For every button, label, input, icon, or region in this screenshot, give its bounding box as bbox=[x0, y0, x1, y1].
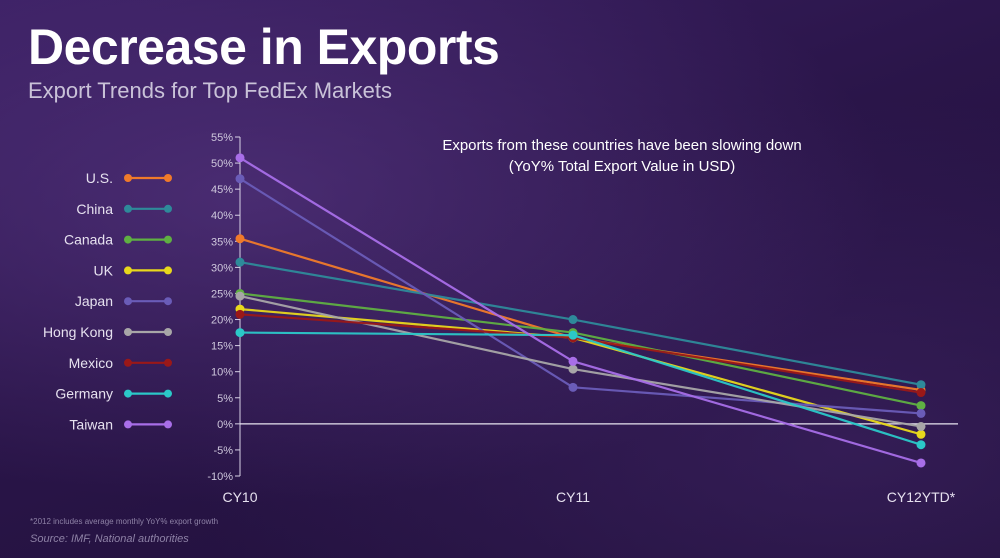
legend-swatch-dot bbox=[124, 235, 132, 244]
data-point bbox=[235, 309, 245, 319]
data-point bbox=[916, 440, 926, 450]
legend-label: UK bbox=[94, 262, 114, 278]
data-point bbox=[235, 328, 245, 338]
y-tick-label: 40% bbox=[211, 210, 233, 222]
y-tick-label: 20% bbox=[211, 315, 233, 327]
data-point bbox=[568, 356, 578, 366]
series-line bbox=[239, 313, 922, 394]
legend-swatch-dot bbox=[124, 389, 132, 398]
data-point bbox=[568, 382, 578, 392]
legend-swatch-dot bbox=[124, 297, 132, 306]
legend-label: Canada bbox=[64, 232, 113, 248]
legend-swatch-dot bbox=[164, 235, 172, 244]
page-subtitle: Export Trends for Top FedEx Markets bbox=[28, 78, 392, 103]
data-point bbox=[235, 234, 245, 244]
legend-swatch-dot bbox=[164, 174, 172, 182]
data-point bbox=[916, 429, 926, 439]
data-point bbox=[568, 330, 578, 340]
legend-swatch-dot bbox=[124, 204, 132, 213]
y-tick-label: 35% bbox=[211, 236, 233, 248]
legend-label: Mexico bbox=[69, 355, 114, 371]
data-point bbox=[916, 408, 926, 418]
legend-swatch-dot bbox=[124, 174, 132, 182]
y-tick-label: -5% bbox=[213, 445, 233, 457]
legend-swatch-dot bbox=[164, 358, 172, 367]
legend-swatch-dot bbox=[164, 297, 172, 306]
legend-swatch-dot bbox=[124, 328, 132, 336]
data-point bbox=[916, 380, 926, 390]
y-tick-label: 50% bbox=[211, 158, 233, 170]
legend-label: Hong Kong bbox=[43, 324, 113, 340]
data-point bbox=[235, 291, 245, 301]
y-tick-label: 30% bbox=[211, 262, 233, 274]
data-point bbox=[916, 401, 926, 411]
legend-swatch-dot bbox=[164, 266, 172, 275]
legend-swatch-dot bbox=[164, 389, 172, 398]
x-category-label: CY11 bbox=[556, 489, 590, 505]
series-line bbox=[239, 156, 922, 465]
data-point bbox=[235, 174, 245, 184]
data-point bbox=[916, 388, 926, 398]
x-category-label: CY10 bbox=[222, 489, 257, 505]
y-tick-label: 10% bbox=[211, 367, 233, 379]
y-tick-label: 0% bbox=[217, 419, 233, 431]
series-line bbox=[239, 237, 922, 392]
legend-label: U.S. bbox=[86, 170, 113, 186]
series-line bbox=[239, 177, 922, 415]
y-tick-label: 15% bbox=[211, 341, 233, 353]
legend-label: Germany bbox=[55, 386, 113, 402]
legend-swatch-dot bbox=[164, 328, 172, 336]
legend-swatch-dot bbox=[124, 266, 132, 275]
data-point bbox=[568, 364, 578, 374]
y-tick-label: 55% bbox=[211, 132, 233, 144]
data-point bbox=[916, 458, 926, 468]
legend-label: Japan bbox=[75, 293, 113, 309]
source-note: Source: IMF, National authorities bbox=[30, 533, 189, 545]
y-tick-label: 5% bbox=[217, 393, 233, 405]
data-point bbox=[916, 421, 926, 431]
legend-label: Taiwan bbox=[69, 416, 113, 432]
chart-annotation: Exports from these countries have been s… bbox=[442, 137, 801, 154]
y-tick-label: 25% bbox=[211, 288, 233, 300]
footnote: *2012 includes average monthly YoY% expo… bbox=[30, 517, 219, 526]
series-line bbox=[239, 261, 922, 386]
data-point bbox=[235, 153, 245, 163]
series-line bbox=[239, 308, 922, 436]
chart-annotation: (YoY% Total Export Value in USD) bbox=[509, 158, 736, 175]
legend-swatch-dot bbox=[164, 204, 172, 213]
data-point bbox=[568, 315, 578, 325]
legend-swatch-dot bbox=[164, 420, 172, 429]
x-category-label: CY12YTD* bbox=[887, 489, 956, 505]
legend-swatch-dot bbox=[124, 420, 132, 429]
data-point bbox=[235, 257, 245, 267]
y-tick-label: -10% bbox=[207, 471, 233, 483]
legend-label: China bbox=[76, 201, 113, 217]
y-tick-label: 45% bbox=[211, 184, 233, 196]
legend-swatch-dot bbox=[124, 358, 132, 367]
page-title: Decrease in Exports bbox=[28, 19, 500, 75]
